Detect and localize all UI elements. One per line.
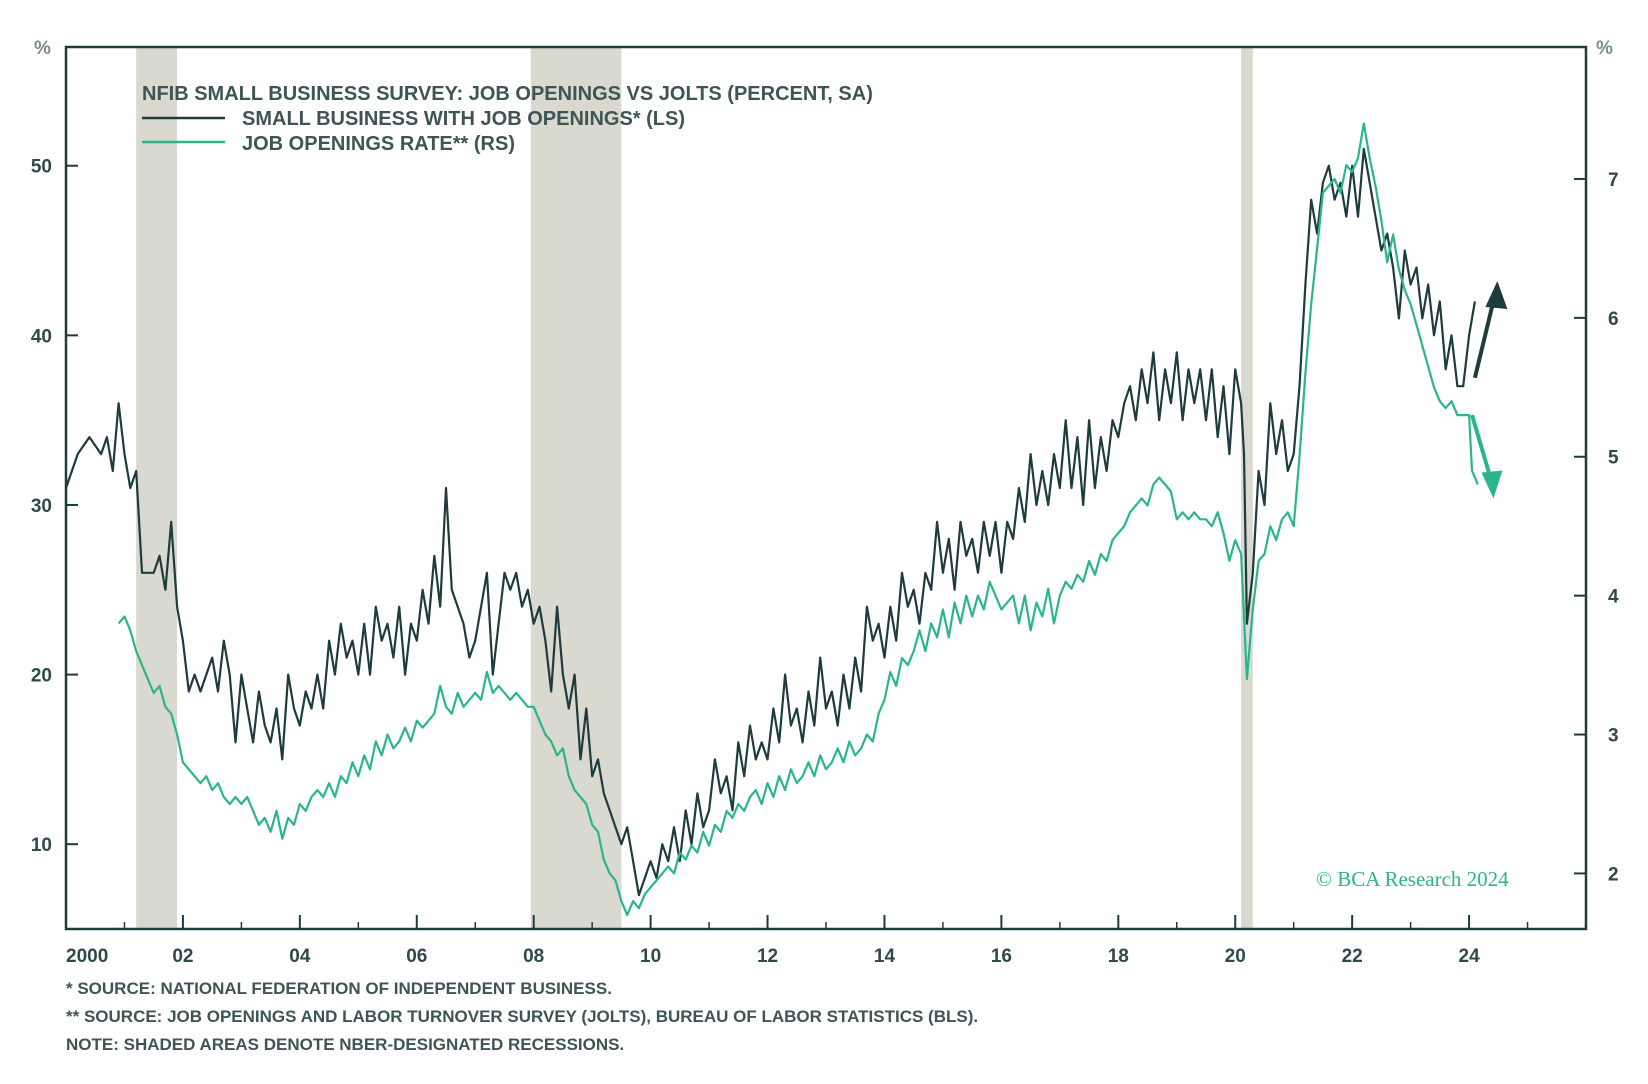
chart-title: NFIB SMALL BUSINESS SURVEY: JOB OPENINGS… [142,83,873,105]
right-tick-label: 4 [1608,587,1619,608]
recession-band-2 [530,47,622,929]
recession-shading [136,47,1253,929]
down-arrow-head [1481,470,1503,499]
recession-band-3 [1241,47,1253,929]
left-axis-unit: % [34,38,51,59]
x-tick-label: 04 [289,946,311,967]
left-tick-label: 20 [31,666,52,687]
right-tick-label: 5 [1608,448,1619,469]
right-tick-label: 6 [1608,309,1619,330]
footnote-source-nfib: * SOURCE: NATIONAL FEDERATION OF INDEPEN… [66,979,612,998]
x-tick-label: 16 [991,946,1012,967]
small-business-job-openings-line [64,147,1476,897]
axis-ticks: 2000 02 04 06 08 10 12 14 16 18 20 22 24 10 20 30 40 50 2 3… [31,157,1619,967]
right-tick-label: 3 [1608,726,1619,747]
legend: NFIB SMALL BUSINESS SURVEY: JOB OPENINGS… [142,83,873,155]
x-tick-label: 18 [1108,946,1129,967]
right-axis-unit: % [1596,38,1613,59]
series-lines [64,122,1479,917]
footnotes: * SOURCE: NATIONAL FEDERATION OF INDEPEN… [66,979,978,1054]
plot-frame [64,45,1588,931]
left-tick-label: 10 [31,835,52,856]
x-tick-label: 06 [406,946,427,967]
left-tick-label: 40 [31,326,52,347]
legend-label-job-openings-rate: JOB OPENINGS RATE** (RS) [242,133,515,155]
x-tick-label: 14 [874,946,896,967]
right-tick-label: 2 [1608,864,1619,885]
job-openings-rate-line [117,122,1479,917]
x-tick-label: 22 [1342,946,1363,967]
footnote-source-jolts: ** SOURCE: JOB OPENINGS AND LABOR TURNOV… [66,1007,978,1026]
legend-label-small-business: SMALL BUSINESS WITH JOB OPENINGS* (LS) [242,108,685,130]
trend-arrows [1470,280,1508,499]
x-tick-label: 2000 [66,946,108,967]
x-tick-label: 24 [1459,946,1481,967]
x-tick-label: 02 [172,946,193,967]
x-tick-label: 08 [523,946,544,967]
right-tick-label: 7 [1608,170,1619,191]
x-tick-label: 12 [757,946,778,967]
left-tick-label: 30 [31,496,52,517]
x-tick-label: 20 [1225,946,1246,967]
left-tick-label: 50 [31,157,52,178]
up-arrow-head [1485,280,1508,309]
recession-band-1 [136,47,178,929]
x-tick-label: 10 [640,946,661,967]
watermark: © BCA Research 2024 [1316,867,1509,891]
footnote-recession-note: NOTE: SHADED AREAS DENOTE NBER-DESIGNATE… [66,1035,624,1054]
